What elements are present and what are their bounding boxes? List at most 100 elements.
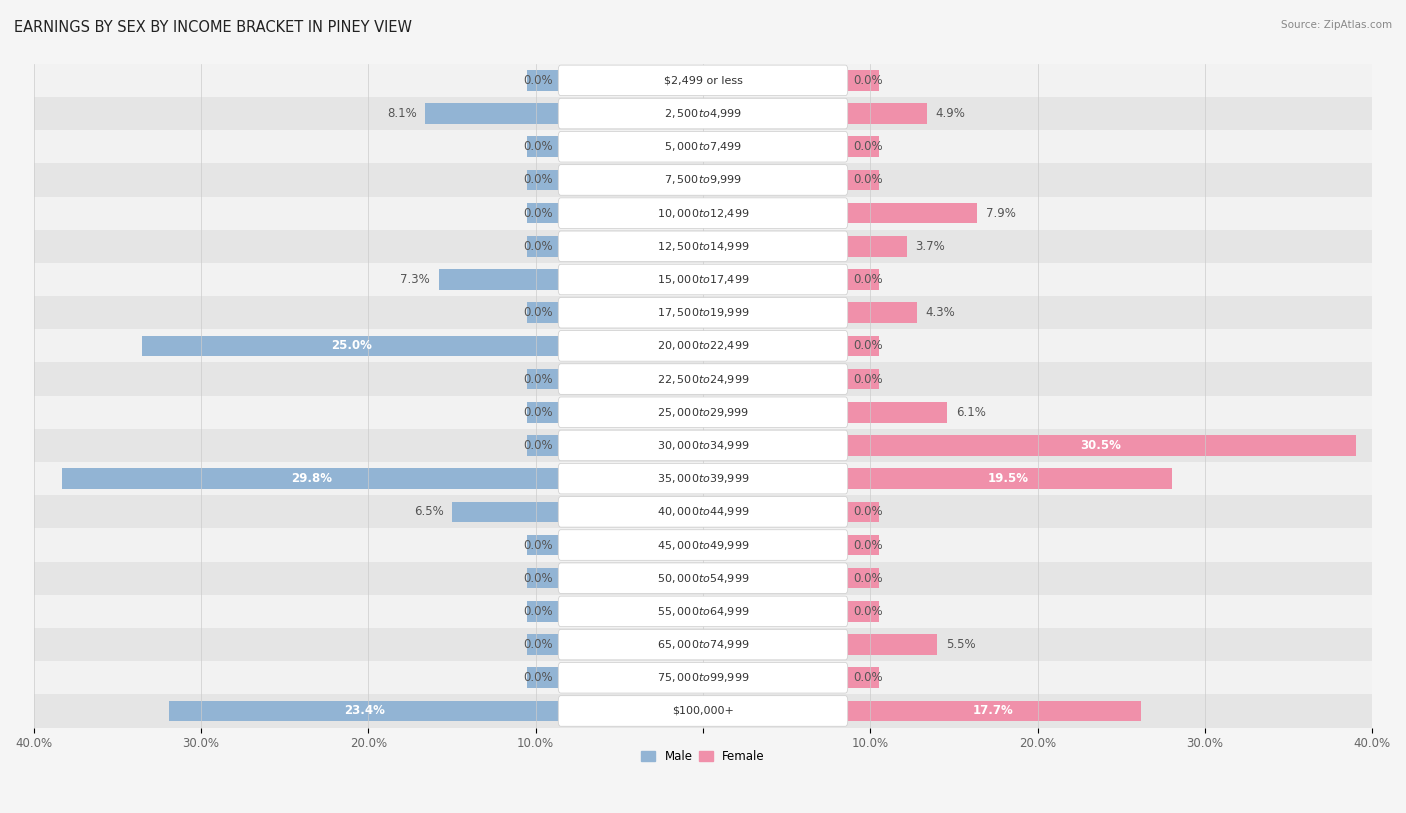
FancyBboxPatch shape	[558, 397, 848, 428]
Bar	[527, 202, 561, 224]
Text: 4.9%: 4.9%	[935, 107, 966, 120]
Text: 0.0%: 0.0%	[523, 672, 553, 685]
Bar	[62, 468, 561, 489]
Text: 0.0%: 0.0%	[523, 207, 553, 220]
Bar	[34, 462, 1372, 495]
Bar	[527, 667, 561, 688]
Text: 17.7%: 17.7%	[973, 705, 1014, 717]
Bar	[527, 170, 561, 190]
Bar	[425, 103, 561, 124]
Bar	[34, 296, 1372, 329]
Text: 8.1%: 8.1%	[387, 107, 416, 120]
Bar	[34, 628, 1372, 661]
FancyBboxPatch shape	[558, 65, 848, 96]
Bar	[527, 302, 561, 323]
Text: 0.0%: 0.0%	[853, 141, 883, 154]
FancyBboxPatch shape	[558, 165, 848, 195]
Bar	[845, 502, 879, 522]
Text: Source: ZipAtlas.com: Source: ZipAtlas.com	[1281, 20, 1392, 30]
FancyBboxPatch shape	[558, 663, 848, 693]
Bar	[439, 269, 561, 289]
Text: $12,500 to $14,999: $12,500 to $14,999	[657, 240, 749, 253]
Bar	[845, 137, 879, 157]
Text: $22,500 to $24,999: $22,500 to $24,999	[657, 372, 749, 385]
Text: 0.0%: 0.0%	[853, 339, 883, 352]
Bar	[34, 363, 1372, 396]
Text: 0.0%: 0.0%	[523, 240, 553, 253]
Text: 23.4%: 23.4%	[344, 705, 385, 717]
FancyBboxPatch shape	[558, 98, 848, 128]
Bar	[845, 336, 879, 356]
Text: 0.0%: 0.0%	[853, 672, 883, 685]
Text: $50,000 to $54,999: $50,000 to $54,999	[657, 572, 749, 585]
Bar	[34, 495, 1372, 528]
Text: 0.0%: 0.0%	[853, 74, 883, 87]
Bar	[845, 535, 879, 555]
Bar	[527, 568, 561, 589]
Text: $17,500 to $19,999: $17,500 to $19,999	[657, 307, 749, 320]
Text: 30.5%: 30.5%	[1080, 439, 1121, 452]
Bar	[845, 170, 879, 190]
Text: $25,000 to $29,999: $25,000 to $29,999	[657, 406, 749, 419]
Text: 29.8%: 29.8%	[291, 472, 332, 485]
Text: $100,000+: $100,000+	[672, 706, 734, 716]
Bar	[845, 667, 879, 688]
Bar	[845, 302, 917, 323]
Bar	[34, 661, 1372, 694]
Text: 0.0%: 0.0%	[523, 141, 553, 154]
Bar	[845, 634, 938, 655]
Bar	[845, 568, 879, 589]
Text: 0.0%: 0.0%	[523, 307, 553, 320]
Text: 0.0%: 0.0%	[853, 173, 883, 186]
Bar	[142, 336, 561, 356]
Bar	[34, 197, 1372, 230]
Text: 6.1%: 6.1%	[956, 406, 986, 419]
FancyBboxPatch shape	[558, 363, 848, 394]
FancyBboxPatch shape	[558, 563, 848, 593]
Text: 7.9%: 7.9%	[986, 207, 1015, 220]
Legend: Male, Female: Male, Female	[637, 746, 769, 768]
Bar	[34, 130, 1372, 163]
FancyBboxPatch shape	[558, 530, 848, 560]
Text: $55,000 to $64,999: $55,000 to $64,999	[657, 605, 749, 618]
FancyBboxPatch shape	[558, 132, 848, 162]
Text: 6.5%: 6.5%	[413, 506, 443, 519]
Text: 5.5%: 5.5%	[946, 638, 976, 651]
Text: 0.0%: 0.0%	[523, 406, 553, 419]
Text: 0.0%: 0.0%	[853, 506, 883, 519]
Bar	[34, 396, 1372, 429]
Bar	[34, 230, 1372, 263]
Bar	[527, 236, 561, 257]
Bar	[527, 535, 561, 555]
Bar	[34, 63, 1372, 97]
Text: $2,500 to $4,999: $2,500 to $4,999	[664, 107, 742, 120]
Bar	[527, 402, 561, 423]
Text: 3.7%: 3.7%	[915, 240, 945, 253]
Bar	[845, 202, 977, 224]
FancyBboxPatch shape	[558, 430, 848, 461]
Bar	[527, 369, 561, 389]
Text: 25.0%: 25.0%	[330, 339, 373, 352]
Bar	[845, 601, 879, 622]
FancyBboxPatch shape	[558, 596, 848, 627]
FancyBboxPatch shape	[558, 298, 848, 328]
Text: 0.0%: 0.0%	[523, 74, 553, 87]
Text: $7,500 to $9,999: $7,500 to $9,999	[664, 173, 742, 186]
Text: $5,000 to $7,499: $5,000 to $7,499	[664, 141, 742, 154]
Bar	[845, 369, 879, 389]
Text: $30,000 to $34,999: $30,000 to $34,999	[657, 439, 749, 452]
Text: 0.0%: 0.0%	[853, 273, 883, 286]
Bar	[527, 634, 561, 655]
Text: 0.0%: 0.0%	[853, 572, 883, 585]
Bar	[527, 70, 561, 91]
Text: $40,000 to $44,999: $40,000 to $44,999	[657, 506, 749, 519]
Bar	[34, 329, 1372, 363]
FancyBboxPatch shape	[558, 497, 848, 527]
Text: 0.0%: 0.0%	[523, 372, 553, 385]
FancyBboxPatch shape	[558, 198, 848, 228]
Text: 0.0%: 0.0%	[523, 638, 553, 651]
Bar	[527, 435, 561, 456]
Text: $35,000 to $39,999: $35,000 to $39,999	[657, 472, 749, 485]
Text: EARNINGS BY SEX BY INCOME BRACKET IN PINEY VIEW: EARNINGS BY SEX BY INCOME BRACKET IN PIN…	[14, 20, 412, 35]
Text: 0.0%: 0.0%	[523, 173, 553, 186]
